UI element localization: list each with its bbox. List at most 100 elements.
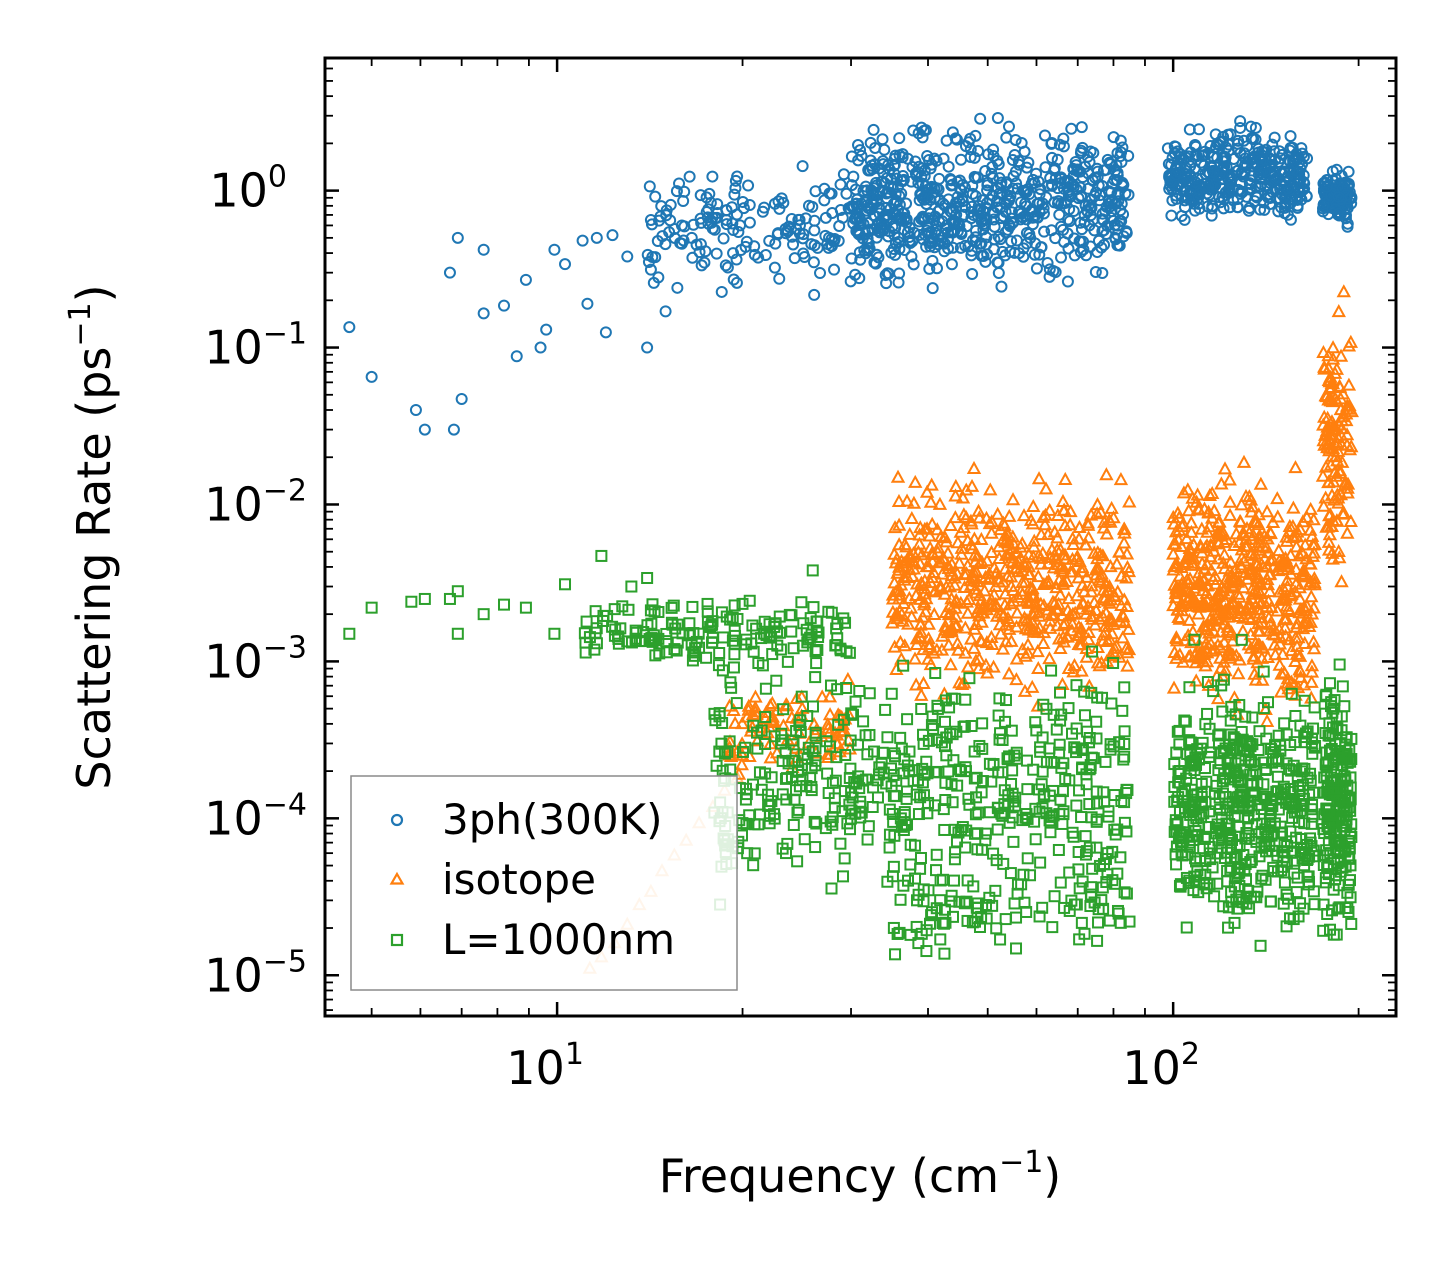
series-boundary-point — [588, 643, 601, 656]
series-3ph-point — [677, 195, 690, 208]
series-isotope-point — [889, 606, 904, 620]
series-boundary-point — [1078, 685, 1091, 698]
series-3ph-point — [606, 229, 619, 242]
series-isotope-point — [1304, 589, 1319, 603]
series-isotope-point — [1009, 651, 1025, 665]
series-boundary-point — [1331, 774, 1344, 787]
series-boundary-point — [1108, 789, 1121, 802]
series-boundary-point — [1091, 691, 1104, 704]
series-boundary-point — [844, 812, 857, 825]
series-boundary-point — [991, 823, 1004, 836]
series-isotope-point — [1031, 660, 1046, 675]
series-3ph-point — [926, 254, 939, 267]
series-isotope-point — [1340, 476, 1356, 490]
series-isotope-point — [972, 555, 988, 570]
series-isotope-point — [1166, 546, 1181, 560]
series-3ph-point — [1107, 131, 1120, 144]
series-boundary-point — [747, 645, 760, 658]
series-boundary-point — [1186, 757, 1199, 770]
series-3ph-point — [840, 187, 853, 200]
series-isotope-point — [727, 715, 743, 729]
series-isotope-point — [1318, 426, 1334, 441]
series-boundary-point — [787, 818, 800, 831]
series-boundary-point — [743, 809, 756, 822]
series-boundary-point — [730, 697, 743, 710]
series-isotope-point — [1292, 648, 1308, 662]
series-3ph-point — [808, 288, 821, 301]
series-isotope-point — [1225, 633, 1240, 647]
series-boundary-point — [838, 852, 851, 865]
series-boundary-point — [689, 642, 702, 655]
series-3ph-point — [1252, 168, 1265, 181]
series-isotope-point — [891, 537, 907, 551]
series-3ph-point — [1075, 144, 1088, 157]
series-boundary-point — [1033, 910, 1046, 923]
series-3ph-point — [1177, 176, 1190, 189]
series-isotope-point — [1075, 595, 1091, 609]
series-boundary-point — [727, 661, 740, 674]
series-boundary-point — [498, 598, 511, 611]
series-3ph-point — [1109, 233, 1122, 246]
series-isotope-point — [902, 547, 917, 562]
series-boundary-point — [721, 745, 734, 758]
series-3ph-point — [1030, 262, 1043, 275]
series-isotope-point — [963, 513, 979, 527]
series-isotope-point — [1318, 459, 1334, 473]
series-3ph-point — [1231, 201, 1244, 214]
series-boundary-point — [950, 725, 963, 738]
series-boundary-point — [343, 627, 356, 640]
series-3ph-point — [534, 341, 547, 354]
series-isotope-point — [998, 561, 1013, 575]
series-isotope-point — [1120, 645, 1135, 659]
series-isotope-point — [1265, 552, 1280, 566]
series-3ph-point — [768, 261, 781, 274]
series-isotope-point — [950, 535, 966, 549]
series-boundary-point — [1047, 809, 1060, 822]
series-boundary-point — [928, 766, 941, 779]
series-boundary-point — [724, 613, 737, 626]
series-isotope-point — [1083, 507, 1099, 521]
series-3ph-point — [1164, 169, 1177, 182]
series-isotope-point — [1179, 531, 1194, 545]
series-3ph-point — [455, 393, 468, 406]
series-3ph-point — [1038, 129, 1051, 142]
series-boundary-point — [1215, 679, 1228, 692]
series-boundary-point — [876, 746, 889, 759]
series-isotope-point — [1093, 547, 1108, 561]
series-boundary-point — [990, 922, 1003, 935]
series-boundary-point — [1105, 697, 1118, 710]
series-boundary-point — [857, 715, 870, 728]
series-boundary-point — [1233, 796, 1246, 809]
series-isotope-point — [1286, 500, 1301, 514]
series-isotope-point — [1243, 564, 1258, 578]
series-3ph-point — [1077, 243, 1090, 256]
series-isotope-point — [1093, 569, 1109, 583]
series-boundary-point — [837, 870, 850, 883]
series-boundary-point — [1190, 758, 1203, 771]
series-isotope-point — [996, 515, 1011, 529]
series-isotope-point — [1024, 588, 1040, 602]
x-tick-label-exponent: 1 — [565, 1037, 584, 1072]
series-isotope-point — [1292, 662, 1307, 676]
series-isotope-point — [1047, 547, 1063, 561]
series-boundary-point — [559, 578, 572, 591]
series-boundary-point — [1345, 818, 1358, 831]
series-isotope-point — [1194, 521, 1210, 535]
series-isotope-point — [1222, 494, 1238, 508]
series-3ph-point — [933, 172, 946, 185]
series-boundary-point — [1238, 864, 1251, 877]
series-3ph-point — [1332, 190, 1345, 203]
series-boundary-point — [1070, 799, 1083, 812]
y-tick-label-exponent: −2 — [263, 473, 307, 508]
series-boundary-point — [1221, 864, 1234, 877]
series-isotope-point — [1056, 574, 1071, 588]
series-3ph-point — [1320, 174, 1333, 187]
series-3ph-point — [737, 202, 750, 215]
series-boundary-point — [1319, 727, 1332, 740]
series-isotope-point — [1113, 471, 1129, 486]
series-isotope-point — [1217, 634, 1232, 648]
series-boundary-point — [976, 742, 989, 755]
series-3ph-point — [898, 211, 911, 224]
series-boundary-point — [580, 615, 593, 628]
series-boundary-point — [1121, 783, 1134, 796]
